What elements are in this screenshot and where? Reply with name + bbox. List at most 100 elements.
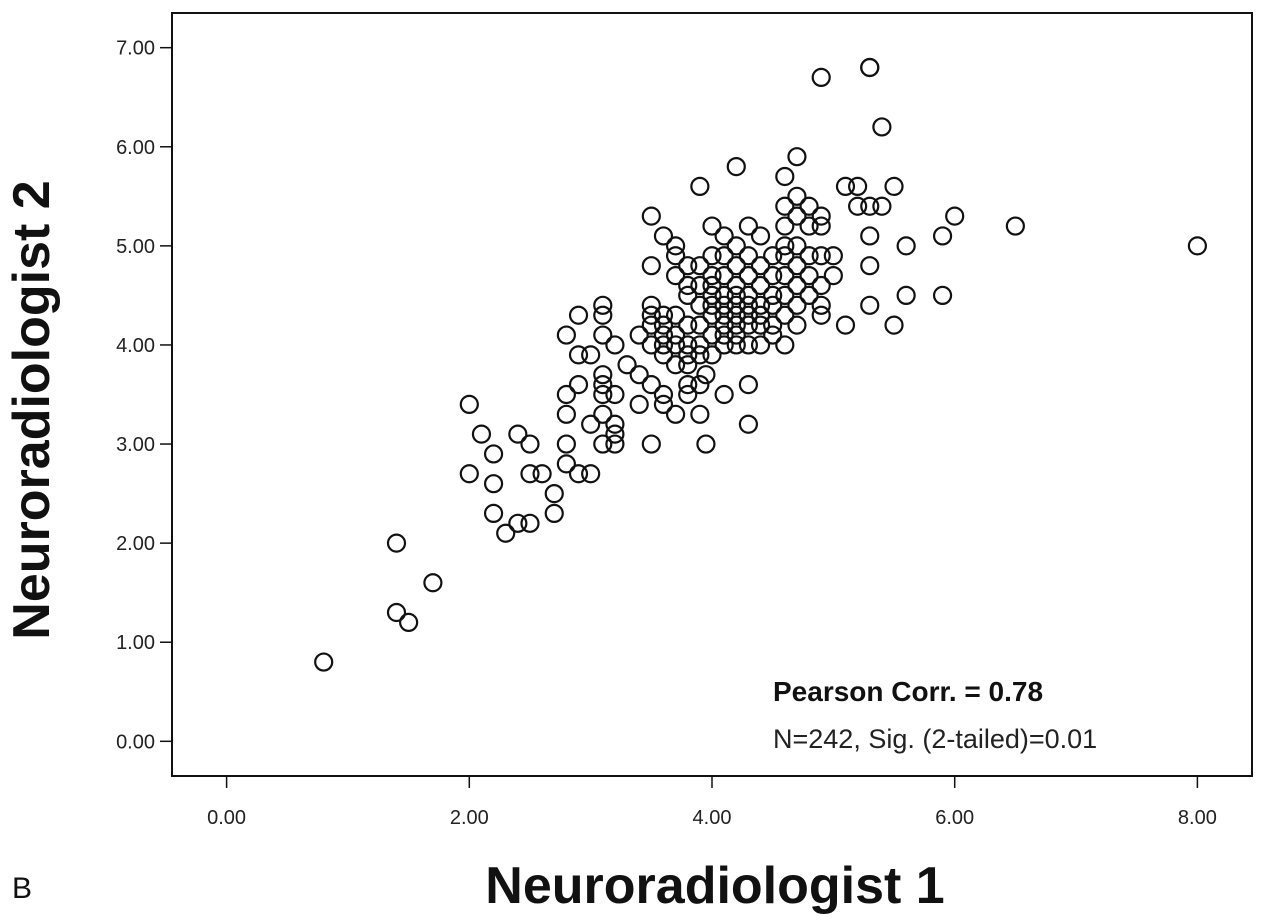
data-point bbox=[605, 335, 625, 355]
data-point bbox=[653, 384, 674, 405]
data-point bbox=[775, 196, 795, 216]
data-point bbox=[678, 384, 698, 405]
y-tick-label: 1.00 bbox=[116, 632, 155, 654]
data-point bbox=[860, 226, 880, 246]
x-axis: 0.00 2.00 4.00 6.00 8.00 bbox=[207, 776, 1217, 829]
data-point bbox=[593, 305, 613, 325]
data-point bbox=[629, 394, 649, 415]
data-point bbox=[690, 256, 710, 276]
data-point bbox=[568, 345, 589, 365]
data-point bbox=[787, 147, 807, 167]
data-point bbox=[750, 315, 771, 335]
data-point bbox=[386, 533, 407, 553]
data-point bbox=[787, 206, 807, 226]
data-point bbox=[763, 315, 783, 335]
data-point bbox=[678, 345, 698, 365]
data-point bbox=[799, 246, 819, 266]
data-point bbox=[690, 176, 710, 197]
data-point bbox=[848, 196, 868, 216]
data-point bbox=[690, 374, 710, 395]
data-point bbox=[702, 285, 722, 306]
data-point bbox=[653, 305, 674, 325]
data-point bbox=[799, 196, 819, 216]
data-point bbox=[665, 335, 686, 355]
data-point bbox=[665, 246, 686, 266]
data-points bbox=[314, 57, 1207, 672]
data-point bbox=[641, 295, 661, 315]
data-point bbox=[314, 652, 334, 672]
data-point bbox=[775, 265, 795, 286]
data-point bbox=[726, 236, 746, 256]
data-point bbox=[581, 414, 601, 434]
data-point bbox=[641, 256, 661, 276]
data-point bbox=[665, 404, 686, 424]
data-point bbox=[835, 315, 856, 335]
data-point bbox=[726, 256, 746, 276]
data-point bbox=[860, 196, 880, 216]
data-point bbox=[750, 275, 771, 296]
data-point bbox=[1187, 236, 1207, 256]
data-point bbox=[629, 325, 649, 345]
data-point bbox=[714, 335, 734, 355]
data-point bbox=[738, 265, 759, 286]
data-point bbox=[678, 335, 698, 355]
x-tick-label: 8.00 bbox=[1178, 807, 1217, 829]
data-point bbox=[629, 365, 649, 385]
data-point bbox=[605, 424, 625, 444]
data-point bbox=[763, 325, 783, 345]
data-point bbox=[423, 573, 443, 593]
y-axis: 0.00 1.00 2.00 3.00 4.00 5.00 6.00 7.00 bbox=[116, 38, 172, 753]
data-point bbox=[823, 246, 843, 266]
data-point bbox=[714, 295, 734, 315]
x-tick-label: 6.00 bbox=[935, 807, 974, 829]
data-point bbox=[459, 394, 479, 415]
annotation-sample-size: N=242, Sig. (2-tailed)=0.01 bbox=[773, 724, 1097, 754]
data-point bbox=[860, 256, 880, 276]
data-point bbox=[593, 295, 613, 315]
data-point bbox=[593, 365, 613, 385]
data-point bbox=[696, 434, 716, 454]
data-point bbox=[593, 404, 613, 424]
y-tick-label: 0.00 bbox=[116, 731, 155, 753]
data-point bbox=[750, 335, 771, 355]
y-tick-label: 5.00 bbox=[116, 236, 155, 258]
data-point bbox=[726, 295, 746, 315]
data-point bbox=[787, 315, 807, 335]
data-point bbox=[653, 226, 674, 246]
data-point bbox=[775, 305, 795, 325]
data-point bbox=[593, 374, 613, 395]
data-point bbox=[787, 186, 807, 206]
data-point bbox=[593, 325, 613, 345]
data-point bbox=[641, 434, 661, 454]
data-point bbox=[811, 275, 831, 296]
data-point bbox=[653, 315, 674, 335]
data-point bbox=[508, 513, 528, 533]
data-point bbox=[568, 374, 589, 395]
data-point bbox=[593, 384, 613, 405]
data-point bbox=[702, 295, 722, 315]
data-point bbox=[763, 285, 783, 306]
data-point bbox=[726, 315, 746, 335]
data-point bbox=[593, 434, 613, 454]
data-point bbox=[787, 275, 807, 296]
data-point bbox=[860, 295, 880, 315]
y-tick-label: 4.00 bbox=[116, 335, 155, 357]
data-point bbox=[617, 355, 637, 375]
data-point bbox=[738, 246, 759, 266]
y-tick-label: 3.00 bbox=[116, 434, 155, 456]
data-point bbox=[702, 325, 722, 345]
data-point bbox=[653, 335, 674, 355]
data-point bbox=[811, 216, 831, 236]
data-point bbox=[641, 335, 661, 355]
data-point bbox=[556, 434, 576, 454]
data-point bbox=[641, 315, 661, 335]
data-point bbox=[665, 236, 686, 256]
data-point bbox=[544, 503, 564, 524]
data-point bbox=[896, 285, 916, 306]
data-point bbox=[738, 335, 759, 355]
data-point bbox=[665, 305, 686, 325]
data-point bbox=[787, 295, 807, 315]
data-point bbox=[775, 216, 795, 236]
data-point bbox=[653, 325, 674, 345]
